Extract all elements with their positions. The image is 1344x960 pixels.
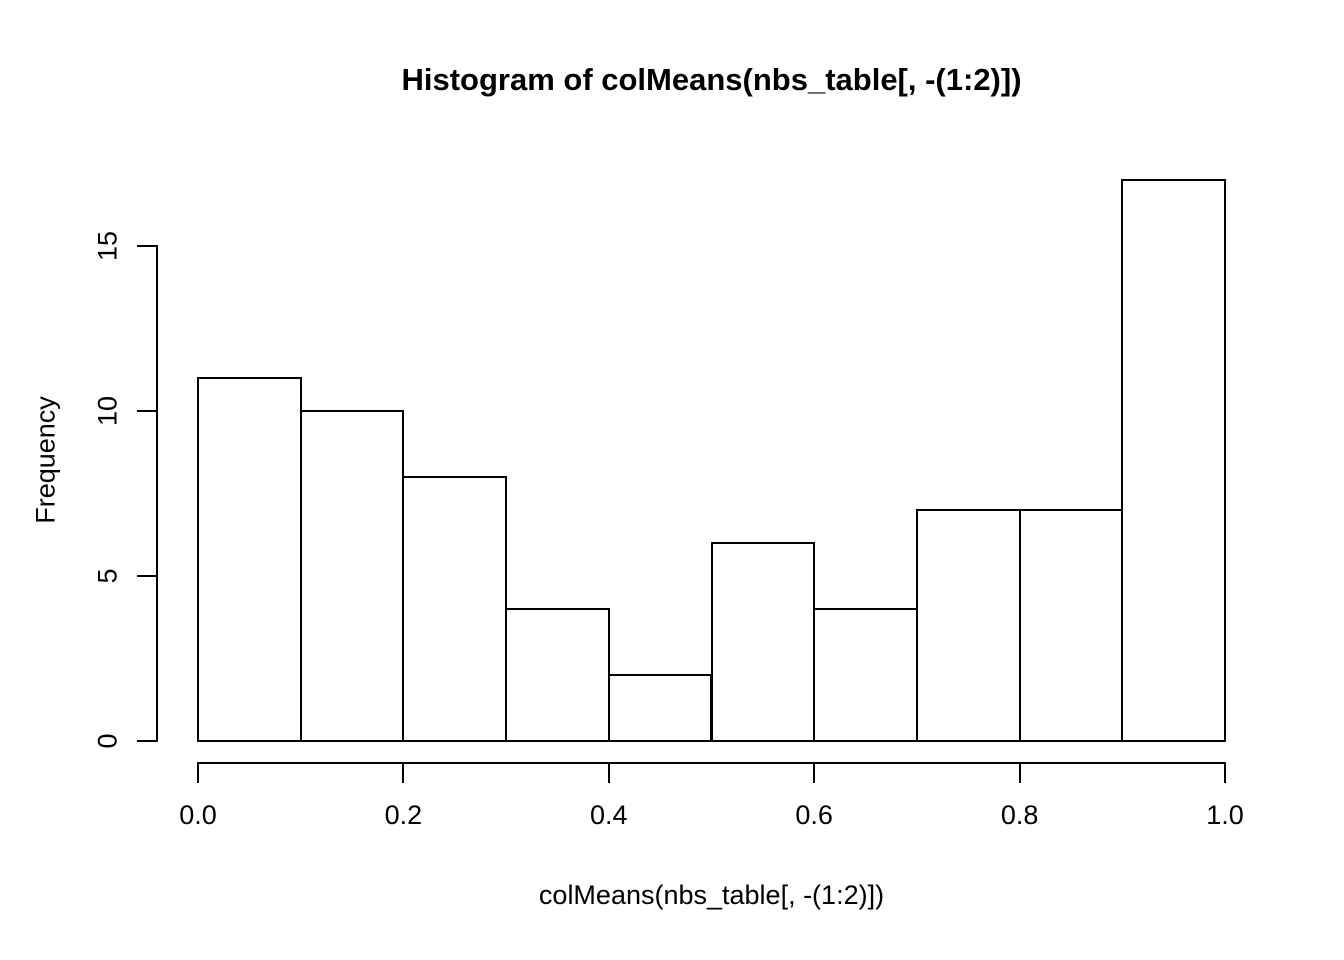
y-tick-mark — [137, 740, 157, 742]
y-axis-label: Frequency — [30, 396, 61, 524]
histogram-bar — [505, 608, 610, 742]
y-axis-line — [156, 245, 158, 742]
histogram-bar — [1018, 509, 1124, 742]
y-tick-label: 5 — [92, 568, 123, 584]
chart-title: Histogram of colMeans(nbs_table[, -(1:2)… — [401, 62, 1022, 97]
x-tick-mark — [813, 762, 816, 783]
y-tick-label: 0 — [92, 733, 123, 749]
histogram-bar — [915, 509, 1021, 742]
x-tick-label: 0.2 — [384, 800, 423, 830]
x-tick-mark — [402, 762, 405, 783]
y-tick-label: 10 — [92, 395, 123, 427]
histogram-bar — [813, 608, 918, 742]
x-tick-mark — [197, 762, 199, 783]
histogram-bar — [402, 476, 508, 742]
x-tick-mark — [1224, 762, 1226, 783]
x-tick-label: 1.0 — [1206, 800, 1244, 830]
histogram-bar — [299, 410, 405, 742]
x-tick-mark — [607, 762, 610, 783]
x-tick-label: 0.4 — [590, 800, 628, 830]
histogram-bar — [607, 674, 713, 742]
x-tick-label: 0.0 — [179, 800, 217, 830]
x-axis-line — [197, 762, 1226, 764]
y-tick-label: 15 — [92, 230, 123, 262]
x-tick-mark — [1018, 762, 1021, 783]
y-tick-mark — [137, 245, 157, 247]
histogram-bar — [710, 542, 816, 742]
x-axis-label: colMeans(nbs_table[, -(1:2)]) — [538, 880, 885, 910]
histogram-bar — [197, 377, 302, 742]
y-tick-mark — [137, 410, 157, 412]
x-tick-label: 0.8 — [1000, 800, 1039, 830]
y-tick-mark — [137, 575, 157, 577]
histogram-bar — [1121, 179, 1226, 742]
x-tick-label: 0.6 — [795, 800, 833, 830]
